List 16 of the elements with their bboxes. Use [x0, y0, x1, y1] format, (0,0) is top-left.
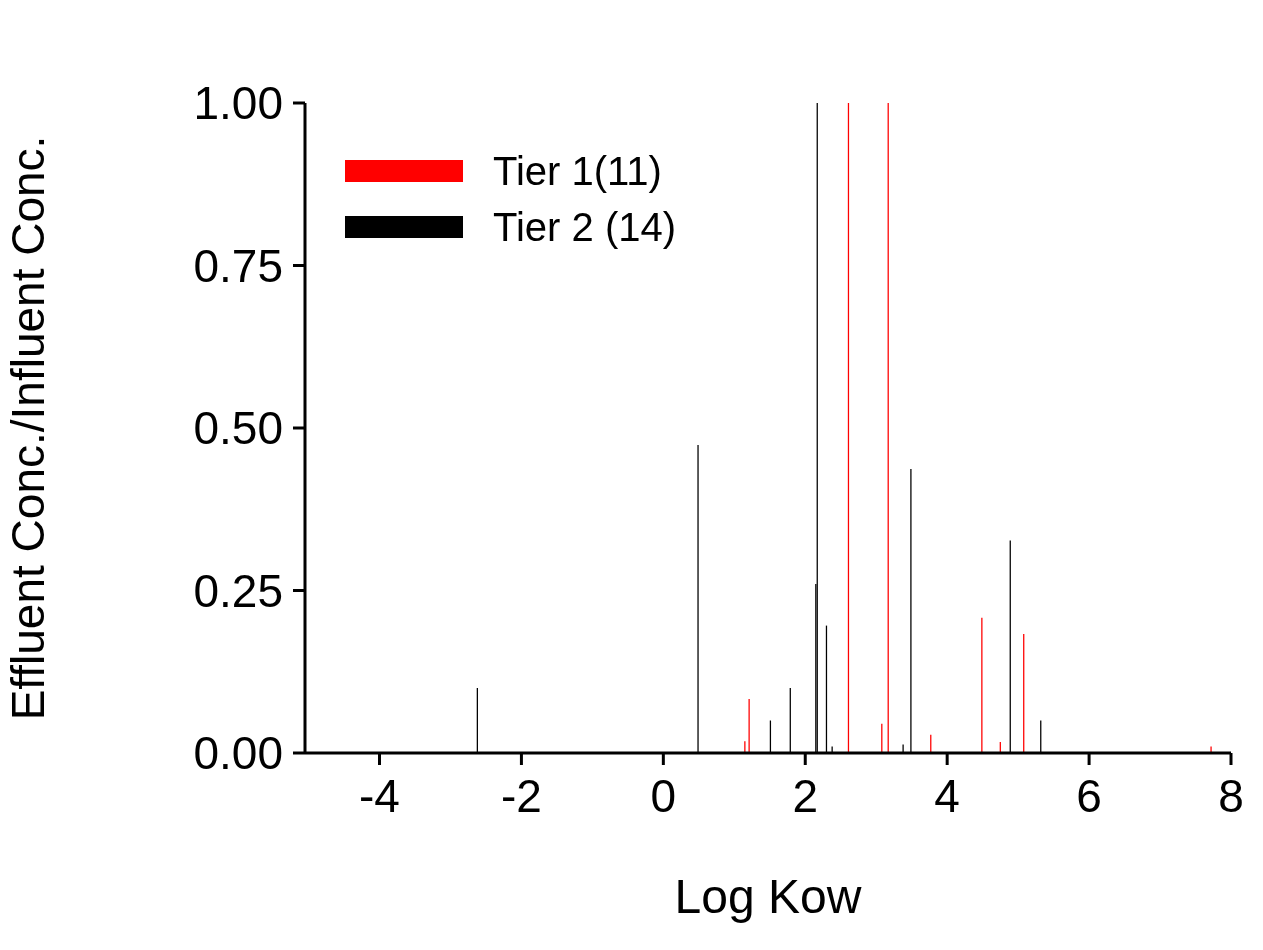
y-tick-label: 0.50 [193, 402, 283, 455]
x-tick-label: 2 [792, 769, 819, 822]
x-tick-label: 0 [650, 769, 677, 822]
legend-label: Tier 1(11) [493, 148, 662, 195]
x-tick-label: -4 [359, 769, 400, 822]
x-axis-title: Log Kow [674, 870, 862, 923]
x-tick-label: 8 [1218, 769, 1244, 822]
y-tick-label: 0.75 [193, 239, 283, 292]
x-tick-label: 6 [1076, 769, 1102, 822]
y-tick-label: 0.25 [193, 564, 283, 617]
y-axis-title: Effluent Conc./Influent Conc. [2, 135, 55, 721]
legend-label: Tier 2 (14) [493, 204, 677, 251]
x-tick-label: -2 [500, 769, 542, 822]
y-tick-label: 0.00 [193, 727, 283, 780]
x-tick-label: 4 [934, 769, 960, 822]
y-tick-label: 1.00 [193, 77, 283, 130]
